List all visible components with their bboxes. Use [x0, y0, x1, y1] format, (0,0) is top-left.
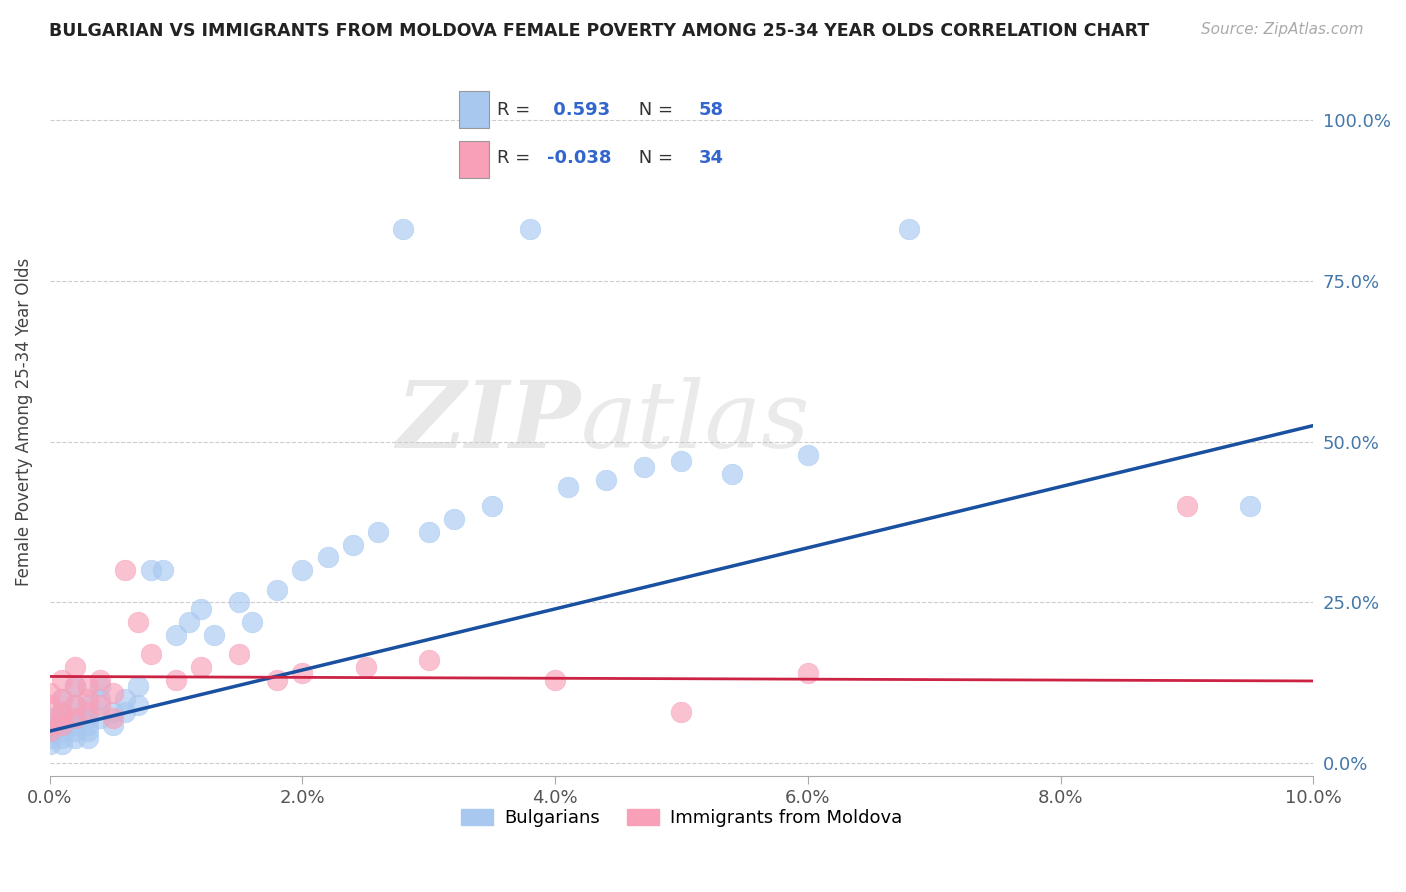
Point — [114, 563, 136, 577]
Point — [418, 653, 440, 667]
Point — [316, 550, 339, 565]
Point — [38, 737, 60, 751]
Point — [544, 673, 567, 687]
Point — [38, 711, 60, 725]
Point — [671, 454, 693, 468]
Point — [51, 711, 73, 725]
Point — [89, 679, 111, 693]
Point — [89, 698, 111, 713]
Point — [51, 737, 73, 751]
Point — [51, 705, 73, 719]
Point — [266, 673, 288, 687]
Text: ZIP: ZIP — [396, 377, 581, 467]
Point — [114, 705, 136, 719]
Point — [114, 692, 136, 706]
Point — [177, 615, 200, 629]
Point — [51, 711, 73, 725]
Point — [63, 711, 86, 725]
Point — [190, 602, 212, 616]
Point — [897, 222, 920, 236]
Point — [1175, 499, 1198, 513]
Point — [89, 692, 111, 706]
Point — [139, 563, 162, 577]
Point — [63, 698, 86, 713]
Point — [1239, 499, 1261, 513]
Point — [519, 222, 541, 236]
Point — [76, 698, 98, 713]
Point — [63, 660, 86, 674]
Point — [63, 679, 86, 693]
Point — [38, 724, 60, 739]
Text: BULGARIAN VS IMMIGRANTS FROM MOLDOVA FEMALE POVERTY AMONG 25-34 YEAR OLDS CORREL: BULGARIAN VS IMMIGRANTS FROM MOLDOVA FEM… — [49, 22, 1150, 40]
Point — [76, 717, 98, 731]
Point — [63, 698, 86, 713]
Point — [51, 673, 73, 687]
Point — [127, 679, 149, 693]
Point — [76, 679, 98, 693]
Point — [291, 666, 314, 681]
Point — [101, 711, 124, 725]
Legend: Bulgarians, Immigrants from Moldova: Bulgarians, Immigrants from Moldova — [453, 802, 910, 834]
Text: Source: ZipAtlas.com: Source: ZipAtlas.com — [1201, 22, 1364, 37]
Point — [354, 660, 377, 674]
Point — [51, 692, 73, 706]
Point — [101, 717, 124, 731]
Point — [797, 666, 820, 681]
Point — [721, 467, 744, 481]
Point — [165, 673, 187, 687]
Point — [481, 499, 503, 513]
Point — [51, 692, 73, 706]
Text: atlas: atlas — [581, 377, 810, 467]
Point — [367, 524, 389, 539]
Point — [797, 448, 820, 462]
Point — [38, 698, 60, 713]
Point — [63, 731, 86, 745]
Point — [127, 615, 149, 629]
Y-axis label: Female Poverty Among 25-34 Year Olds: Female Poverty Among 25-34 Year Olds — [15, 258, 32, 586]
Point — [266, 582, 288, 597]
Point — [89, 711, 111, 725]
Point — [38, 685, 60, 699]
Point — [63, 724, 86, 739]
Point — [76, 724, 98, 739]
Point — [139, 647, 162, 661]
Point — [101, 685, 124, 699]
Point — [291, 563, 314, 577]
Point — [202, 627, 225, 641]
Point — [51, 724, 73, 739]
Point — [76, 692, 98, 706]
Point — [557, 480, 579, 494]
Point — [63, 717, 86, 731]
Point — [63, 711, 86, 725]
Point — [190, 660, 212, 674]
Point — [51, 705, 73, 719]
Point — [240, 615, 263, 629]
Point — [633, 460, 655, 475]
Point — [228, 647, 250, 661]
Point — [51, 731, 73, 745]
Point — [76, 731, 98, 745]
Point — [342, 538, 364, 552]
Point — [595, 473, 617, 487]
Point — [76, 705, 98, 719]
Point — [63, 679, 86, 693]
Point — [38, 724, 60, 739]
Point — [51, 717, 73, 731]
Point — [443, 512, 465, 526]
Point — [101, 705, 124, 719]
Point — [152, 563, 174, 577]
Point — [89, 673, 111, 687]
Point — [228, 595, 250, 609]
Point — [671, 705, 693, 719]
Point — [392, 222, 415, 236]
Point — [38, 731, 60, 745]
Point — [51, 717, 73, 731]
Point — [38, 717, 60, 731]
Point — [38, 717, 60, 731]
Point — [418, 524, 440, 539]
Point — [165, 627, 187, 641]
Point — [76, 711, 98, 725]
Point — [127, 698, 149, 713]
